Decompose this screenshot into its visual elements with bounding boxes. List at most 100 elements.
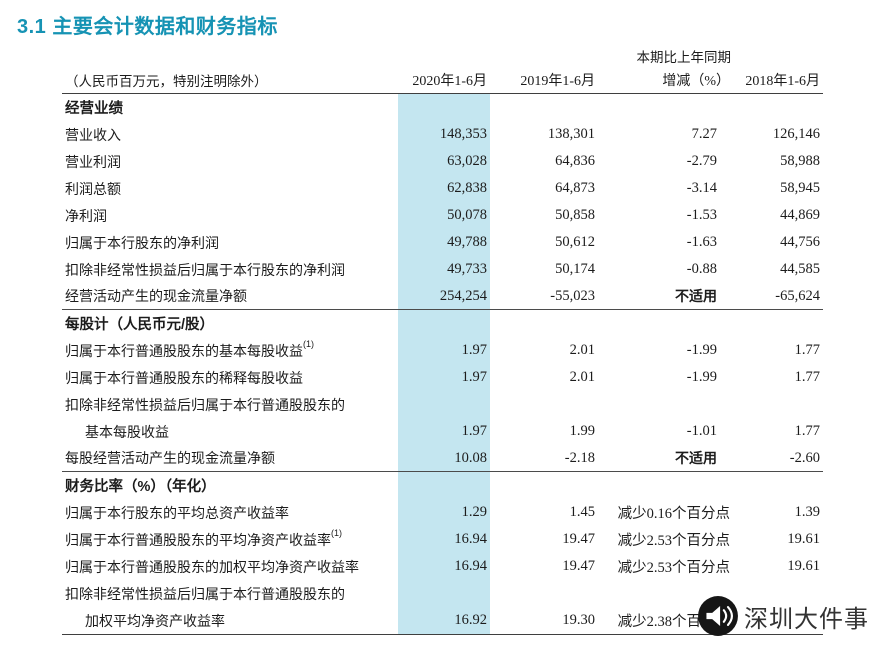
cell-2020 — [398, 310, 490, 337]
cell-2018 — [733, 472, 823, 499]
cell-2020: 16.92 — [398, 607, 490, 634]
table-row: 扣除非经常性损益后归属于本行股东的净利润 49,733 50,174 -0.88 44,… — [62, 256, 823, 283]
cell-2020: 10.08 — [398, 445, 490, 471]
cell-2020: 1.97 — [398, 364, 490, 391]
cell-2018: 58,945 — [780, 180, 820, 196]
row-label: 经营业绩 — [65, 101, 123, 117]
group-header-row: 本期比上年同期 — [62, 40, 823, 66]
cell-2019: -2.18 — [564, 449, 595, 466]
cell-2019: -55,023 — [550, 287, 595, 304]
row-label: 财务比率（%）（年化） — [65, 479, 216, 495]
cell-2018: 1.77 — [794, 342, 820, 358]
cell-change: 减少2.53个百分点 — [617, 560, 730, 576]
cell-2020: 50,078 — [398, 202, 490, 229]
cell-change: -2.79 — [686, 153, 717, 169]
cell-change: -1.99 — [686, 369, 717, 385]
cell-2020: 16.94 — [398, 553, 490, 580]
cell-2019: 50,174 — [555, 261, 595, 277]
cell-2020: 16.94 — [398, 526, 490, 553]
table-row: 归属于本行普通股股东的平均净资产收益率 (1) 16.94 19.47 减少2.53个百… — [62, 526, 823, 553]
cell-change: 不适用 — [675, 450, 717, 466]
cell-2020: 148,353 — [398, 121, 490, 148]
row-label: 净利润 — [65, 207, 107, 224]
cell-2018: 1.77 — [794, 369, 820, 385]
cell-change: -0.88 — [686, 261, 717, 277]
footnote-marker: (1) — [331, 528, 342, 538]
cell-2019: 19.47 — [562, 531, 595, 547]
cell-2018: -65,624 — [775, 287, 820, 304]
cell-2018: 1.39 — [794, 504, 820, 520]
cell-change: 7.27 — [691, 126, 717, 142]
cell-2020 — [398, 580, 490, 607]
cell-2018: 126,146 — [772, 126, 820, 142]
row-label: 扣除非经常性损益后归属于本行普通股股东的 — [65, 396, 345, 413]
table-row: 每股经营活动产生的现金流量净额 10.08 -2.18 不适用 -2.60 — [62, 445, 823, 472]
cell-2018 — [733, 391, 823, 418]
table-row: 利润总额 62,838 64,873 -3.14 58,945 — [62, 175, 823, 202]
cell-2020: 63,028 — [398, 148, 490, 175]
cell-2018 — [733, 310, 823, 337]
table-row: 扣除非经常性损益后归属于本行普通股股东的 — [62, 580, 823, 607]
cell-2020 — [398, 472, 490, 499]
row-label: 营业利润 — [65, 153, 121, 170]
cell-2019: 64,873 — [555, 180, 595, 196]
row-label: 营业收入 — [65, 126, 121, 143]
cell-2018: 19.61 — [787, 531, 820, 547]
cell-change — [598, 472, 733, 499]
cell-2019 — [490, 580, 598, 607]
row-label: 归属于本行普通股股东的基本每股收益 (1) — [65, 339, 314, 359]
row-label: 基本每股收益 — [85, 423, 169, 440]
cell-2019: 1.99 — [569, 423, 595, 439]
col-2018-header: 2018年1-6月 — [745, 73, 820, 89]
cell-2019: 19.30 — [562, 612, 595, 628]
table-row: 每股计（人民币元/股） — [62, 310, 823, 337]
row-label: 归属于本行普通股股东的加权平均净资产收益率 — [65, 558, 359, 575]
table-row: 财务比率（%）（年化） — [62, 472, 823, 499]
table-row: 经营活动产生的现金流量净额 254,254 -55,023 不适用 -65,624 — [62, 283, 823, 310]
row-label: 经营活动产生的现金流量净额 — [65, 288, 247, 304]
table-row: 经营业绩 — [62, 94, 823, 121]
cell-2019 — [490, 391, 598, 418]
cell-2020 — [398, 391, 490, 418]
cell-change: 减少0.16个百分点 — [617, 506, 730, 522]
cell-2018: 44,585 — [780, 261, 820, 277]
financial-table: 本期比上年同期 （人民币百万元，特别注明除外） 2020年1-6月 2019年1… — [62, 40, 823, 635]
row-label: 每股计（人民币元/股） — [65, 317, 215, 333]
row-label: 利润总额 — [65, 180, 121, 197]
cell-2018: 1.77 — [794, 423, 820, 439]
cell-2018: 19.61 — [787, 558, 820, 574]
cell-change: -1.63 — [686, 234, 717, 250]
cell-2019: 64,836 — [555, 153, 595, 169]
table-row: 基本每股收益 1.97 1.99 -1.01 1.77 — [62, 418, 823, 445]
cell-change — [598, 310, 733, 337]
megaphone-icon — [698, 596, 738, 636]
cell-change — [598, 94, 733, 121]
cell-change — [598, 391, 733, 418]
row-label: 归属于本行股东的平均总资产收益率 — [65, 504, 289, 521]
table-row: 归属于本行股东的净利润 49,788 50,612 -1.63 44,756 — [62, 229, 823, 256]
cell-2019: 138,301 — [547, 126, 595, 142]
table-row: 归属于本行股东的平均总资产收益率 1.29 1.45 减少0.16个百分点 1.39 — [62, 499, 823, 526]
group-header: 本期比上年同期 — [636, 50, 732, 65]
col-2020-header: 2020年1-6月 — [412, 73, 487, 89]
cell-change: -1.53 — [686, 207, 717, 223]
cell-2019: 50,858 — [555, 207, 595, 223]
row-label: 归属于本行普通股股东的平均净资产收益率 (1) — [65, 528, 342, 548]
cell-2020: 1.97 — [398, 418, 490, 445]
table-row: 营业收入 148,353 138,301 7.27 126,146 — [62, 121, 823, 148]
watermark-text: 深圳大件事 — [744, 605, 869, 633]
cell-2019 — [490, 94, 598, 121]
cell-change: -3.14 — [686, 180, 717, 196]
cell-2018: 44,869 — [780, 207, 820, 223]
col-2019-header: 2019年1-6月 — [520, 73, 595, 89]
cell-2020: 49,788 — [398, 229, 490, 256]
cell-change: -1.99 — [686, 342, 717, 358]
footnote-marker: (1) — [303, 339, 314, 349]
table-header-row: （人民币百万元，特别注明除外） 2020年1-6月 2019年1-6月 增减（%… — [62, 66, 823, 94]
cell-2019 — [490, 472, 598, 499]
col-change-header: 增减（%） — [662, 73, 730, 89]
cell-2018: 58,988 — [780, 153, 820, 169]
cell-2018: -2.60 — [789, 449, 820, 466]
row-label: 每股经营活动产生的现金流量净额 — [65, 450, 275, 466]
watermark: 深圳大件事 — [697, 595, 869, 637]
